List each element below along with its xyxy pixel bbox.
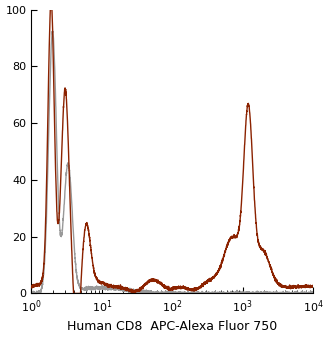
X-axis label: Human CD8  APC-Alexa Fluor 750: Human CD8 APC-Alexa Fluor 750 xyxy=(67,320,277,334)
